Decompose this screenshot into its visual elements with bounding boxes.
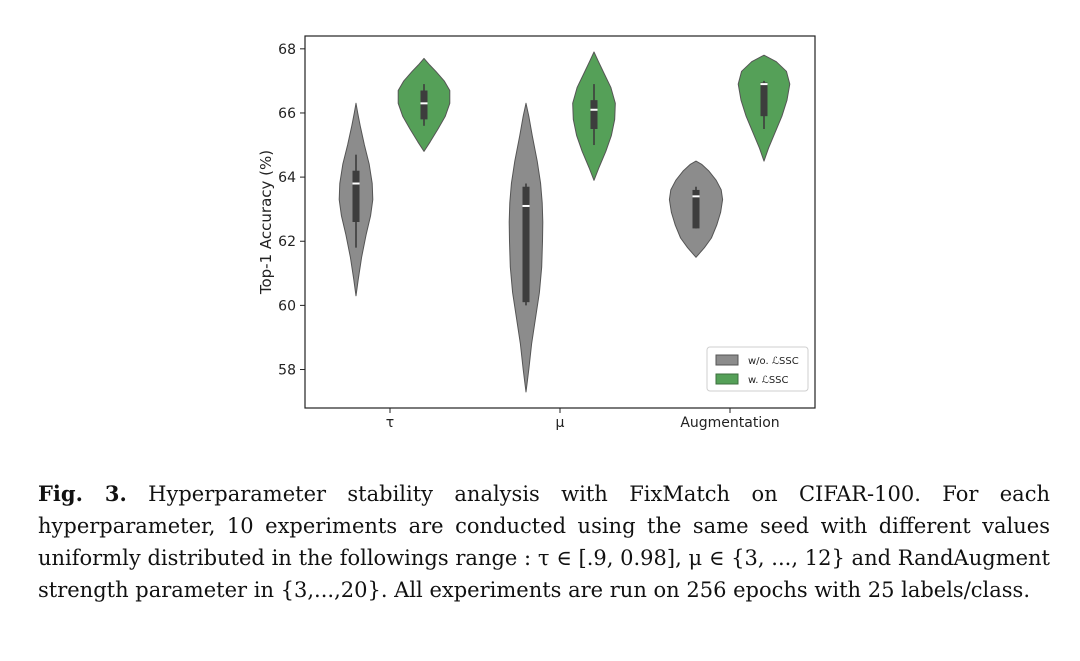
y-tick-label: 68 [278, 42, 296, 58]
y-tick-label: 64 [278, 170, 296, 186]
x-tick-label: μ [556, 415, 565, 431]
violin-group [338, 51, 791, 393]
x-tick-label: Augmentation [680, 415, 779, 431]
x-tick-label: τ [386, 415, 394, 431]
violin-iqr-box [590, 100, 598, 129]
x-axis: τ μ Augmentation [386, 408, 780, 431]
violin-iqr-box [352, 170, 360, 222]
y-tick-label: 60 [278, 298, 296, 314]
figure-caption: Fig. 3. Hyperparameter stability analysi… [38, 478, 1050, 606]
y-axis-title: Top-1 Accuracy (%) [257, 150, 275, 295]
violin-iqr-box [522, 186, 530, 303]
legend-swatch-without-ssc [715, 354, 739, 366]
y-tick-label: 66 [278, 106, 296, 122]
violin-iqr-box [692, 189, 700, 229]
caption-text: Hyperparameter stability analysis with F… [38, 482, 1050, 602]
figure-label: Fig. 3. [38, 481, 127, 506]
legend: w/o. ℒSSC w. ℒSSC [706, 346, 809, 392]
violin-iqr-box [420, 90, 428, 120]
legend-label-with-ssc: w. ℒSSC [748, 375, 789, 386]
y-tick-label: 58 [278, 363, 296, 379]
violin-chart: 58 60 62 64 66 68 τ μ Augmentation Top-1 Accura… [257, 35, 816, 431]
legend-swatch-with-ssc [715, 373, 739, 385]
legend-label-without-ssc: w/o. ℒSSC [748, 356, 799, 367]
y-tick-label: 62 [278, 234, 296, 250]
y-axis: 58 60 62 64 66 68 [278, 42, 305, 379]
violin-iqr-box [760, 82, 768, 117]
